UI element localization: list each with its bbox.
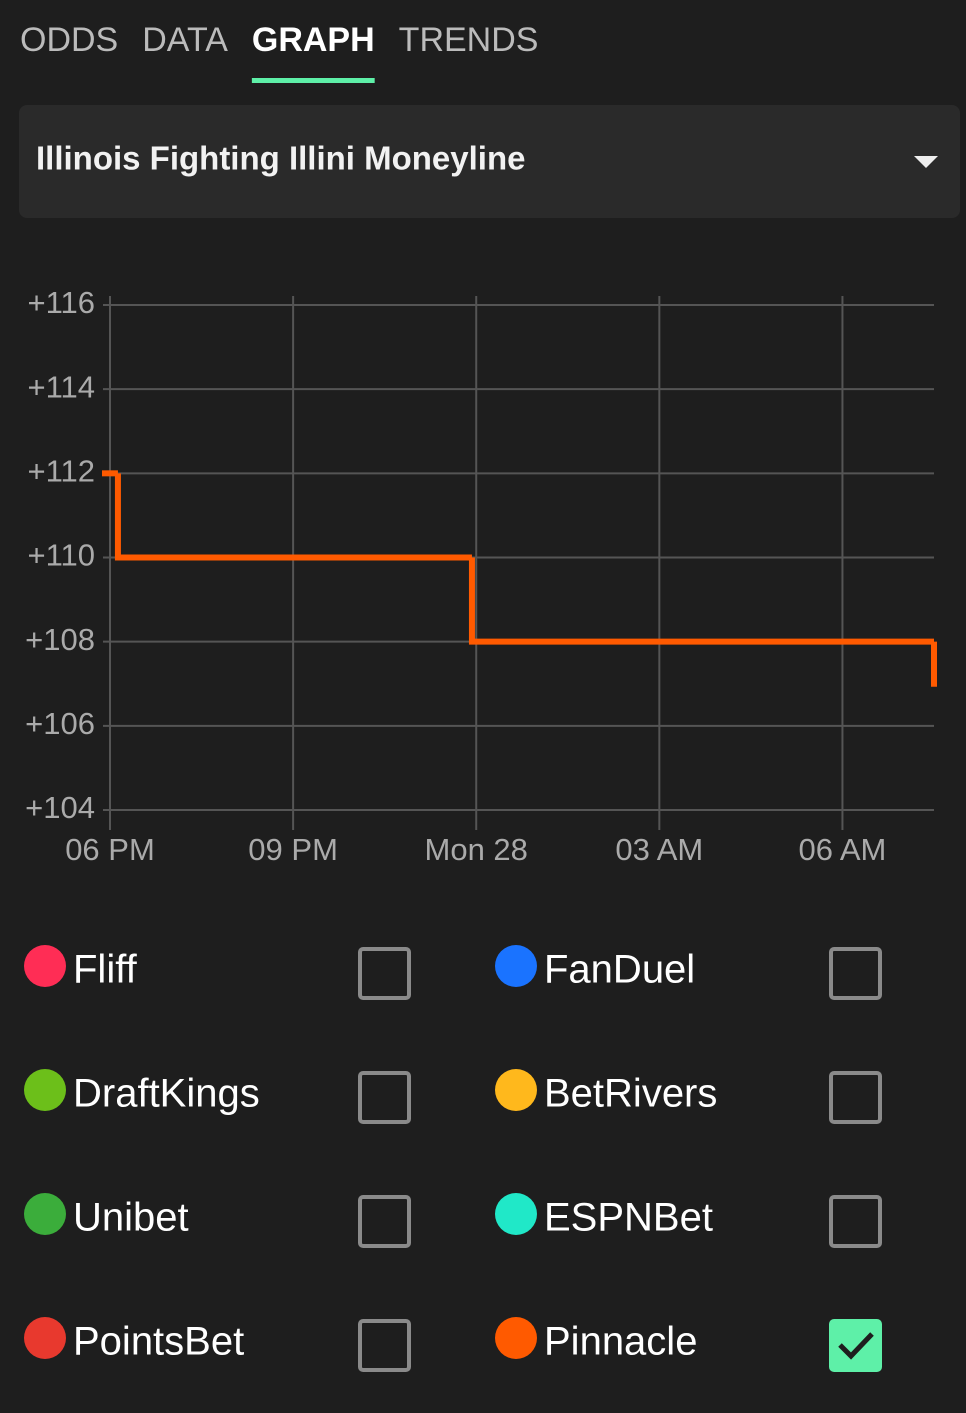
book-dot [24, 945, 66, 987]
dropdown-arrow[interactable] [914, 156, 938, 168]
book-name[interactable]: Fliff [73, 948, 138, 992]
x-tick-label: Mon 28 [425, 832, 528, 867]
book-name[interactable]: Unibet [73, 1196, 189, 1240]
book-dot [495, 1193, 537, 1235]
y-tick-label: +104 [25, 790, 95, 825]
line-step [931, 641, 937, 687]
book-dot [495, 1069, 537, 1111]
book-name[interactable]: DraftKings [73, 1072, 260, 1116]
selector-box[interactable] [19, 105, 960, 218]
selector-title[interactable]: Illinois Fighting Illini Moneyline [36, 140, 526, 177]
tab-indicator [251, 78, 375, 83]
book-dot [24, 1193, 66, 1235]
line-step [114, 473, 472, 561]
checkbox[interactable] [358, 1195, 411, 1248]
checkbox[interactable] [829, 947, 882, 1000]
tab[interactable]: DATA [142, 21, 228, 59]
book-name[interactable]: FanDuel [544, 948, 695, 992]
y-tick-label: +112 [27, 454, 95, 489]
book-name[interactable]: BetRivers [544, 1072, 717, 1116]
tab[interactable]: ODDS [20, 21, 118, 59]
y-tick-label: +114 [27, 369, 95, 404]
book-dot [24, 1317, 66, 1359]
tab[interactable]: GRAPH [252, 21, 375, 59]
checkbox[interactable] [358, 947, 411, 1000]
book-dot [24, 1069, 66, 1111]
checkbox[interactable] [829, 1319, 882, 1372]
book-name[interactable]: PointsBet [73, 1320, 244, 1364]
x-tick-label: 09 PM [248, 832, 338, 867]
x-tick-label: 03 AM [615, 832, 703, 867]
checkbox[interactable] [358, 1319, 411, 1372]
y-tick-label: +110 [27, 538, 95, 573]
y-tick-label: +108 [25, 622, 95, 657]
x-tick-label: 06 PM [65, 832, 155, 867]
x-tick-label: 06 AM [798, 832, 886, 867]
book-name[interactable]: Pinnacle [544, 1320, 697, 1364]
line-step [468, 557, 934, 645]
book-dot [495, 1317, 537, 1359]
y-tick-label: +116 [27, 285, 95, 320]
checkbox[interactable] [358, 1071, 411, 1124]
checkbox[interactable] [829, 1071, 882, 1124]
checkmark [838, 1332, 874, 1360]
checkbox[interactable] [829, 1195, 882, 1248]
book-dot [495, 945, 537, 987]
book-name[interactable]: ESPNBet [544, 1196, 713, 1240]
y-tick-label: +106 [25, 706, 95, 741]
tab[interactable]: TRENDS [399, 21, 539, 59]
